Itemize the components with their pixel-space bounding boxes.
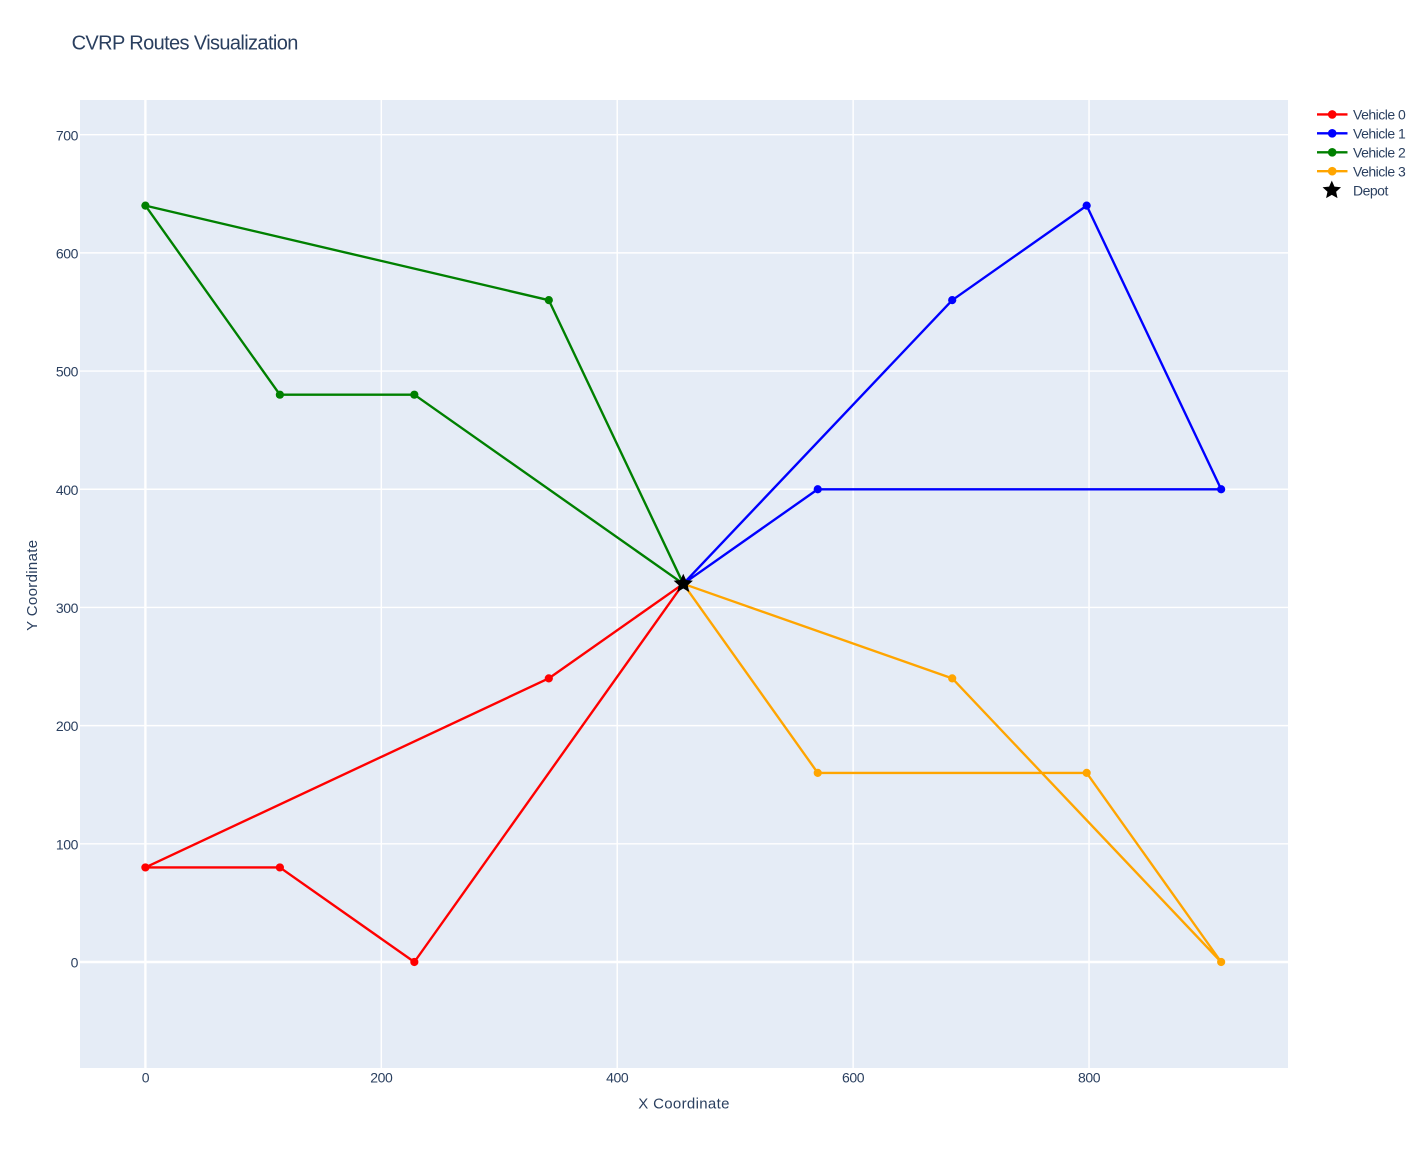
svg-text:400: 400 xyxy=(56,482,79,498)
svg-text:0: 0 xyxy=(142,1069,150,1085)
svg-text:300: 300 xyxy=(56,600,79,616)
svg-text:Vehicle 0: Vehicle 0 xyxy=(1353,107,1406,123)
svg-text:500: 500 xyxy=(56,364,79,380)
svg-text:0: 0 xyxy=(71,955,79,971)
svg-text:Vehicle 2: Vehicle 2 xyxy=(1353,144,1406,160)
svg-text:CVRP Routes Visualization: CVRP Routes Visualization xyxy=(72,33,298,55)
svg-text:Vehicle 1: Vehicle 1 xyxy=(1353,125,1406,141)
svg-text:100: 100 xyxy=(56,836,79,852)
svg-text:Depot: Depot xyxy=(1353,182,1388,198)
svg-text:600: 600 xyxy=(842,1069,865,1085)
svg-text:Y Coordinate: Y Coordinate xyxy=(24,540,41,631)
svg-text:700: 700 xyxy=(56,127,79,143)
svg-text:800: 800 xyxy=(1078,1069,1101,1085)
svg-text:600: 600 xyxy=(56,245,79,261)
svg-text:Vehicle 3: Vehicle 3 xyxy=(1353,163,1406,179)
svg-text:400: 400 xyxy=(606,1069,629,1085)
svg-text:X Coordinate: X Coordinate xyxy=(638,1096,730,1113)
svg-text:200: 200 xyxy=(56,718,79,734)
svg-text:200: 200 xyxy=(370,1069,393,1085)
